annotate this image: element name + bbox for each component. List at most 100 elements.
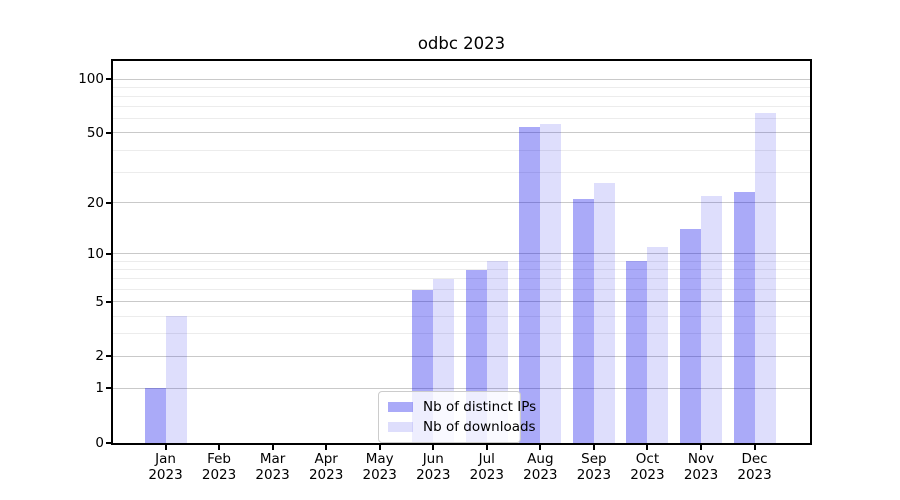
x-tick-mark (378, 445, 381, 450)
gridline-minor (113, 289, 810, 291)
y-tick-label: 50 (86, 124, 104, 141)
gridline-major (113, 355, 810, 357)
x-tick-mark (539, 445, 542, 450)
y-tick-label: 2 (95, 348, 104, 365)
x-tick-month: Feb (207, 451, 231, 467)
x-tick-month: Jun (422, 451, 444, 467)
x-tick-mark (700, 445, 702, 450)
x-tick-label: Apr 2023 (286, 451, 366, 483)
gridline-major (113, 202, 810, 204)
x-tick-mark (218, 445, 221, 450)
x-tick-year: 2023 (362, 467, 397, 483)
x-tick-month: Aug (527, 451, 554, 467)
x-tick-mark (271, 445, 274, 450)
bar-nb-of-downloads (540, 124, 562, 443)
x-tick-label: Aug 2023 (500, 451, 580, 483)
y-tick-mark (106, 442, 111, 444)
y-tick-mark (106, 355, 111, 358)
x-tick-month: Oct (635, 451, 660, 467)
legend-swatch-distinct-ips (388, 402, 413, 412)
y-tick-label: 20 (86, 194, 104, 211)
bar-nb-of-distinct-ips (680, 229, 701, 443)
x-tick-mark (592, 445, 595, 450)
x-tick-label: Dec 2023 (715, 451, 795, 483)
bar-nb-of-downloads (754, 112, 776, 443)
legend-item-downloads: Nb of downloads (388, 417, 536, 437)
x-tick-year: 2023 (630, 467, 665, 483)
bar-nb-of-distinct-ips (144, 388, 166, 443)
bar-nb-of-distinct-ips (572, 199, 594, 443)
gridline-major (113, 301, 810, 303)
x-tick-mark (432, 445, 435, 450)
gridline-minor (113, 260, 810, 262)
y-tick-label: 100 (78, 71, 104, 87)
y-tick-mark (106, 252, 111, 255)
x-tick-label: Nov 2023 (661, 451, 741, 483)
x-tick-month: Sep (581, 451, 607, 467)
x-tick-mark (753, 445, 756, 450)
x-tick-label: May 2023 (340, 451, 420, 483)
x-tick-mark (485, 445, 488, 450)
x-tick-year: 2023 (308, 467, 344, 483)
x-tick-year: 2023 (201, 467, 237, 483)
x-tick-label: Jul 2023 (447, 451, 527, 483)
bar-nb-of-downloads (647, 247, 669, 443)
gridline-minor (113, 86, 810, 88)
y-tick-mark (106, 300, 111, 303)
x-tick-mark (164, 445, 167, 450)
y-tick-label: 1 (95, 380, 104, 397)
x-tick-year: 2023 (469, 467, 504, 483)
y-tick-mark (106, 78, 111, 80)
x-tick-month: Mar (259, 451, 286, 467)
chart-title: odbc 2023 (417, 34, 506, 53)
bar-nb-of-distinct-ips (733, 192, 755, 443)
x-tick-label: Mar 2023 (233, 451, 313, 483)
gridline-minor (113, 315, 810, 317)
y-tick-label: 0 (95, 435, 104, 451)
gridline-minor (113, 171, 810, 173)
gridline-major (113, 253, 810, 255)
x-tick-year: 2023 (683, 467, 719, 483)
x-tick-month: Nov (687, 451, 715, 467)
x-tick-month: Jul (478, 451, 495, 467)
gridline-minor (113, 106, 810, 108)
gridline-major (113, 132, 810, 134)
x-tick-year: 2023 (523, 467, 558, 483)
x-tick-month: Jan (155, 451, 176, 467)
y-tick-mark (106, 201, 111, 204)
gridline-major (113, 78, 810, 80)
y-tick-mark (106, 387, 111, 390)
plot-area (111, 59, 812, 445)
bar-nb-of-downloads (593, 183, 615, 443)
gridline-major (113, 387, 810, 389)
legend-item-distinct-ips: Nb of distinct IPs (388, 397, 536, 417)
gridline-minor (113, 278, 810, 280)
gridline-minor (113, 269, 810, 271)
y-tick-label: 10 (86, 245, 104, 262)
x-tick-label: Jan 2023 (126, 451, 206, 483)
gridline-minor (113, 333, 810, 335)
legend-label-distinct-ips: Nb of distinct IPs (423, 399, 537, 415)
x-tick-label: Jun 2023 (393, 451, 473, 483)
x-tick-label: Feb 2023 (179, 451, 259, 483)
x-tick-year: 2023 (416, 467, 451, 483)
x-tick-year: 2023 (148, 467, 183, 483)
x-tick-label: Sep 2023 (554, 451, 634, 483)
x-tick-year: 2023 (737, 467, 772, 483)
bar-nb-of-distinct-ips (519, 126, 541, 443)
x-tick-mark (325, 445, 328, 450)
legend-swatch-downloads (388, 422, 413, 432)
x-tick-month: Dec (741, 451, 768, 467)
bar-nb-of-downloads (701, 195, 722, 443)
x-tick-label: Oct 2023 (607, 451, 687, 483)
gridline-minor (113, 118, 810, 120)
legend-label-downloads: Nb of downloads (423, 419, 536, 435)
gridline-minor (113, 95, 810, 97)
x-tick-year: 2023 (255, 467, 290, 483)
x-tick-year: 2023 (576, 467, 612, 483)
gridline-minor (113, 149, 810, 151)
bar-nb-of-distinct-ips (626, 261, 648, 443)
bar-nb-of-downloads (165, 316, 187, 443)
x-tick-month: May (365, 451, 394, 467)
